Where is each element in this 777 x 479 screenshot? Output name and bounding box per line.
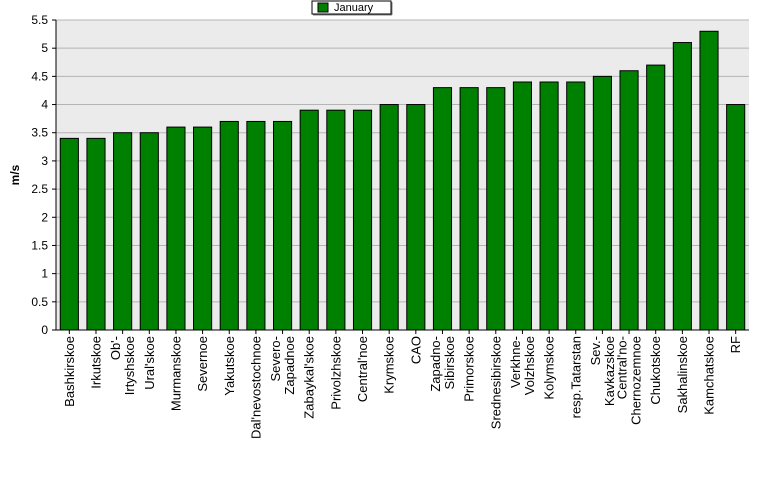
x-tick-label: Sev.- <box>588 336 603 365</box>
x-tick-label: Volzhskoe <box>522 336 537 395</box>
bar <box>219 120 239 331</box>
bar <box>299 109 319 331</box>
legend-box <box>311 0 392 15</box>
bar <box>459 87 479 331</box>
y-tick-label: 2 <box>41 210 48 224</box>
x-tick-label: Kavkazskoe <box>602 336 617 406</box>
legend-label-january: January <box>334 2 374 14</box>
x-tick-label: Ural'skoe <box>142 336 157 390</box>
y-tick-label: 5 <box>41 41 48 55</box>
x-tick-label: Verkhne- <box>508 336 523 388</box>
bar <box>246 120 266 331</box>
legend: January <box>311 0 393 16</box>
bar <box>539 81 559 331</box>
x-tick-label: CAO <box>408 336 423 364</box>
y-tick-label: 0.5 <box>31 295 48 309</box>
bar <box>432 87 453 331</box>
x-tick-label: Irkutskoe <box>88 336 103 389</box>
bar <box>592 75 612 331</box>
x-tick-label: RF <box>728 336 743 353</box>
bar <box>326 109 346 331</box>
x-tick-label: Srednesibirskoe <box>488 336 503 429</box>
bar <box>726 104 746 331</box>
x-tick-label: Kamchatskoe <box>702 336 717 415</box>
x-tick-label: Chukotskoe <box>648 336 663 405</box>
x-tick-label: Central'no- <box>615 336 630 399</box>
x-tick-label: resp.Tatarstan <box>568 336 583 418</box>
bar <box>672 42 692 331</box>
bar <box>59 137 79 331</box>
bar <box>646 64 666 331</box>
y-tick-label: 4 <box>41 98 48 112</box>
x-tick-label: Primorskoe <box>462 336 477 402</box>
x-tick-label: Zabaykal'skoe <box>302 336 317 419</box>
x-tick-label: Dal'nevostochnoe <box>248 336 263 439</box>
x-tick-label: Ob'- <box>108 336 123 360</box>
bar <box>512 81 533 331</box>
y-tick-label: 0 <box>41 323 48 337</box>
y-axis-title: m/s <box>8 164 22 185</box>
x-tick-label: Severnoe <box>195 336 210 392</box>
x-tick-label: Privolzhskoe <box>328 336 343 410</box>
bar <box>113 132 133 331</box>
x-tick-label: Kolymskoe <box>542 336 557 400</box>
y-tick-label: 5.5 <box>31 13 48 27</box>
plot-area <box>56 20 749 330</box>
legend-swatch-january <box>317 2 329 13</box>
x-tick-label: Central'noe <box>355 336 370 402</box>
x-tick-label: Bashkirskoe <box>62 336 77 407</box>
x-tick-label: Murmanskoe <box>168 336 183 411</box>
bar <box>379 104 399 331</box>
x-tick-label: Zapadnoe <box>282 336 297 395</box>
bar <box>193 126 213 331</box>
y-axis-ticks: 0 0.5 1 1.5 2 2.5 3 3.5 4 4.5 5 5.5 <box>31 13 56 337</box>
x-tick-label: Chernozemnoe <box>629 336 644 425</box>
bar <box>86 137 106 331</box>
y-tick-label: 2.5 <box>31 182 48 196</box>
bar <box>699 30 719 331</box>
bar <box>166 126 186 331</box>
bar <box>273 120 293 331</box>
bar <box>406 104 426 331</box>
y-tick-label: 1.5 <box>31 238 48 252</box>
bar <box>566 81 586 331</box>
x-tick-label: Yakutskoe <box>222 336 237 396</box>
y-tick-label: 3.5 <box>31 126 48 140</box>
bar <box>139 132 159 331</box>
y-tick-label: 3 <box>41 154 48 168</box>
bar <box>486 87 506 331</box>
x-tick-label: Krymskoe <box>382 336 397 394</box>
x-tick-label: Severo- <box>268 336 283 382</box>
y-tick-label: 4.5 <box>31 69 48 83</box>
bar <box>352 109 373 331</box>
bar <box>619 70 639 331</box>
x-tick-label: Sibirskoe <box>442 336 457 389</box>
x-tick-label: Irtyshskoe <box>122 336 137 395</box>
x-tick-label: Zapadno- <box>428 336 443 392</box>
x-tick-label: Sakhalinskoe <box>675 336 690 413</box>
x-axis-labels: Bashkirskoe Irkutskoe Ob'- Irtyshskoe Ural's… <box>62 330 743 439</box>
y-tick-label: 1 <box>41 267 48 281</box>
